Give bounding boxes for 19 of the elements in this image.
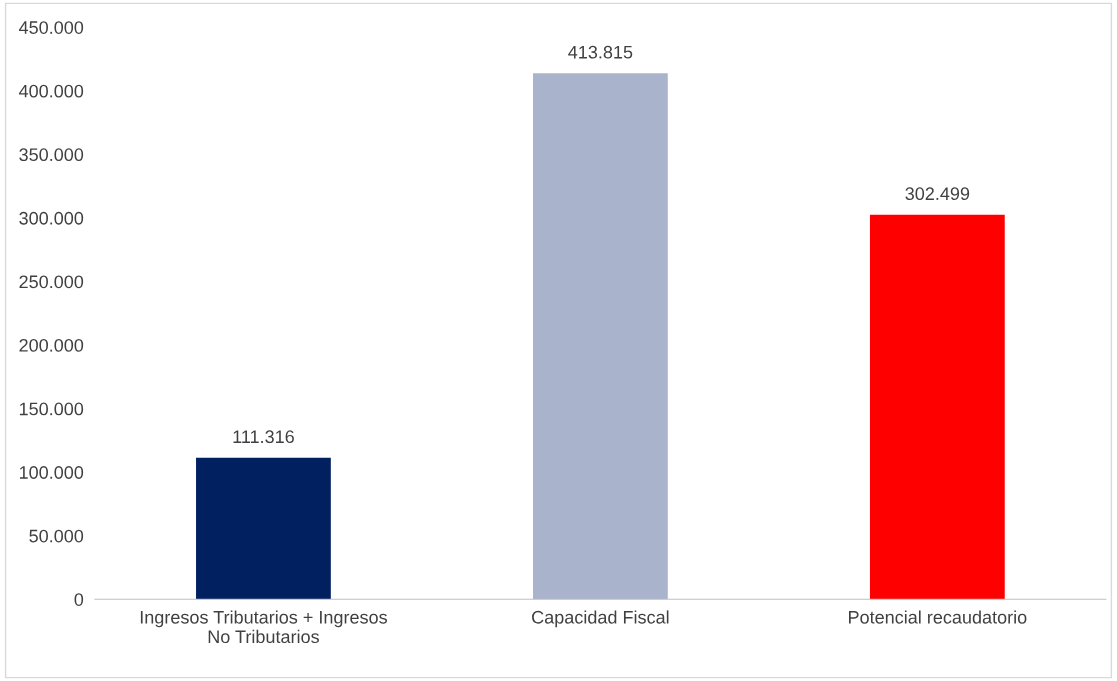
y-tick-label: 350.000 [19, 148, 84, 162]
data-label: 413.815 [568, 45, 633, 59]
y-tick-label: 450.000 [18, 21, 84, 34]
y-tick-label: 200.000 [19, 338, 84, 352]
x-tick-label: Potencial recaudatorio [849, 610, 1027, 624]
bar [533, 73, 668, 600]
y-tick-label: 300.000 [19, 211, 84, 225]
y-tick-label: 50.000 [29, 529, 84, 543]
y-tick-label: 250.000 [19, 275, 84, 289]
data-label: 302.499 [905, 187, 970, 201]
bar [869, 214, 1005, 600]
x-tick-label: Ingresos Tributarios + Ingresos No Tributarios [140, 610, 387, 644]
y-tick-label: 400.000 [18, 84, 84, 98]
x-tick-label: Capacidad Fiscal [532, 610, 669, 628]
y-tick-label: 150.000 [19, 402, 84, 416]
y-tick-label: 0 [74, 593, 84, 606]
y-tick-label: 100.000 [19, 466, 84, 479]
bar [196, 457, 331, 600]
data-label: 111.316 [233, 430, 294, 444]
